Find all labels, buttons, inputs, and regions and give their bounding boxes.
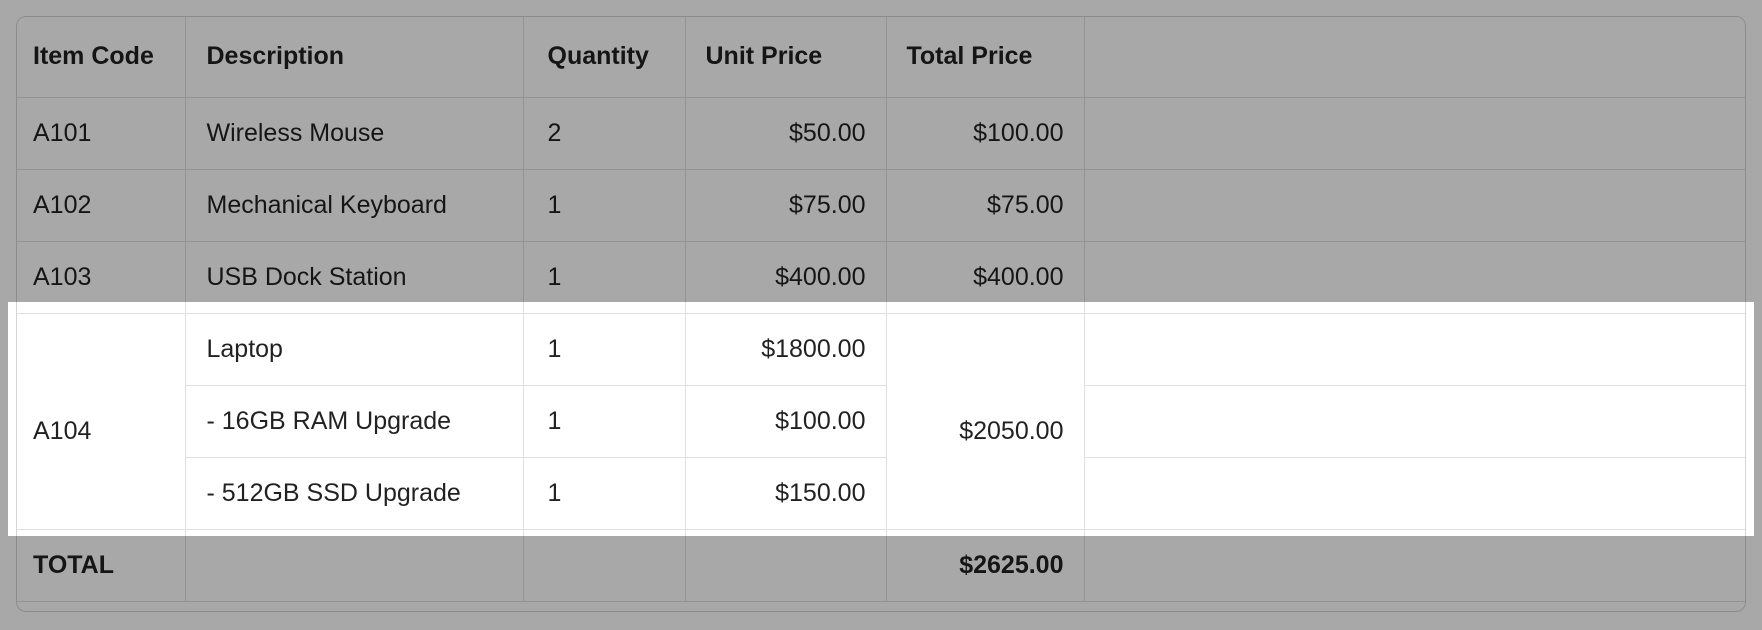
cell-item-code: A102 bbox=[17, 169, 186, 242]
table-row-a101: A101 Wireless Mouse 2 $50.00 $100.00 bbox=[17, 97, 1745, 170]
cell-quantity bbox=[523, 529, 686, 602]
cell-spacer bbox=[1084, 97, 1745, 170]
cell-quantity: 1 bbox=[523, 169, 686, 242]
cell-total-price: $75.00 bbox=[886, 169, 1085, 242]
cell-spacer bbox=[1084, 457, 1745, 530]
cell-spacer bbox=[1084, 385, 1745, 458]
cell-description bbox=[185, 529, 524, 602]
header-description: Description bbox=[185, 17, 524, 98]
cell-description: Laptop bbox=[185, 313, 524, 386]
table-row-a104-ssd-upgrade: - 512GB SSD Upgrade 1 $150.00 bbox=[17, 457, 1745, 530]
cell-total-label: TOTAL bbox=[17, 529, 186, 602]
cell-item-code: A101 bbox=[17, 97, 186, 170]
cell-spacer bbox=[1084, 529, 1745, 602]
cell-total-price: $100.00 bbox=[886, 97, 1085, 170]
header-quantity: Quantity bbox=[523, 17, 686, 98]
cell-quantity: 1 bbox=[523, 457, 686, 530]
table-row-a102: A102 Mechanical Keyboard 1 $75.00 $75.00 bbox=[17, 169, 1745, 242]
cell-unit-price: $50.00 bbox=[685, 97, 887, 170]
dim-overlay-right bbox=[1754, 302, 1762, 536]
header-spacer bbox=[1084, 17, 1745, 98]
cell-description: - 512GB SSD Upgrade bbox=[185, 457, 524, 530]
cell-spacer bbox=[1084, 169, 1745, 242]
cell-description: USB Dock Station bbox=[185, 241, 524, 314]
cell-description: - 16GB RAM Upgrade bbox=[185, 385, 524, 458]
cell-unit-price: $150.00 bbox=[685, 457, 887, 530]
table-row-a103: A103 USB Dock Station 1 $400.00 $400.00 bbox=[17, 241, 1745, 314]
cell-quantity: 1 bbox=[523, 241, 686, 314]
cell-unit-price: $1800.00 bbox=[685, 313, 887, 386]
invoice-table-container: Item Code Description Quantity Unit Pric… bbox=[16, 16, 1746, 612]
cell-item-code: A103 bbox=[17, 241, 186, 314]
cell-description: Mechanical Keyboard bbox=[185, 169, 524, 242]
table-row-a104-ram-upgrade: - 16GB RAM Upgrade 1 $100.00 bbox=[17, 385, 1745, 458]
cell-total-price: $2050.00 bbox=[886, 313, 1085, 530]
cell-spacer bbox=[1084, 313, 1745, 386]
cell-quantity: 1 bbox=[523, 313, 686, 386]
cell-unit-price: $400.00 bbox=[685, 241, 887, 314]
header-total-price: Total Price bbox=[886, 17, 1085, 98]
cell-spacer bbox=[1084, 241, 1745, 314]
header-row: Item Code Description Quantity Unit Pric… bbox=[17, 17, 1745, 98]
cell-quantity: 2 bbox=[523, 97, 686, 170]
invoice-table: Item Code Description Quantity Unit Pric… bbox=[17, 17, 1745, 602]
table-row-a104-laptop: A104 Laptop 1 $1800.00 $2050.00 bbox=[17, 313, 1745, 530]
cell-item-code: A104 bbox=[17, 313, 186, 530]
cell-quantity: 1 bbox=[523, 385, 686, 458]
header-unit-price: Unit Price bbox=[685, 17, 887, 98]
cell-unit-price: $75.00 bbox=[685, 169, 887, 242]
cell-unit-price: $100.00 bbox=[685, 385, 887, 458]
table-row-total: TOTAL $2625.00 bbox=[17, 529, 1745, 602]
cell-unit-price bbox=[685, 529, 887, 602]
cell-description: Wireless Mouse bbox=[185, 97, 524, 170]
dim-overlay-left bbox=[0, 302, 8, 536]
cell-total-price: $400.00 bbox=[886, 241, 1085, 314]
header-item-code: Item Code bbox=[17, 17, 186, 98]
cell-grand-total: $2625.00 bbox=[886, 529, 1085, 602]
